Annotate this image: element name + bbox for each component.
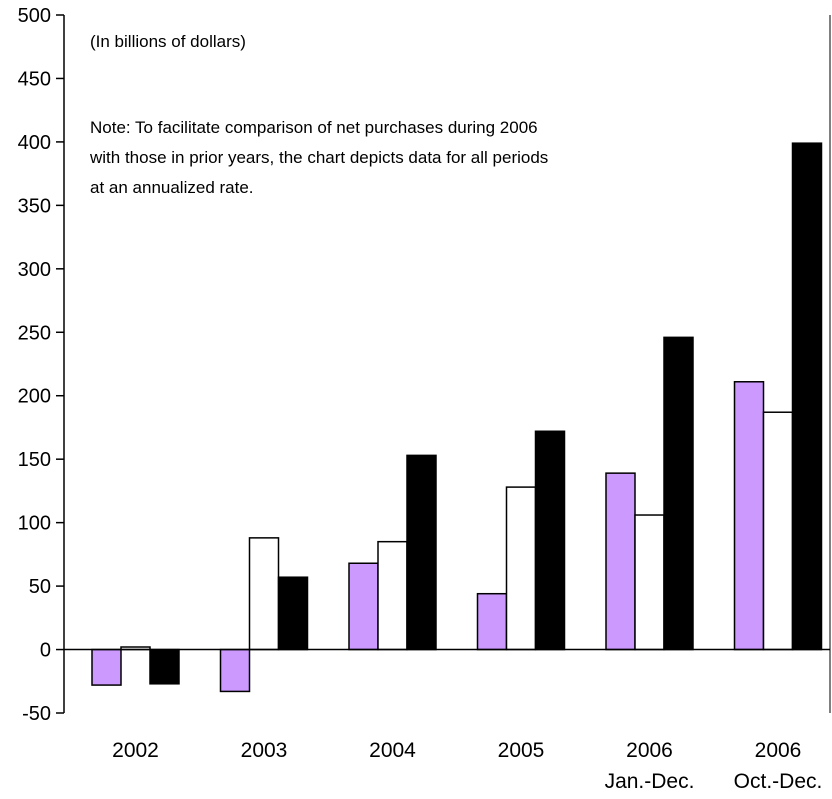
bar — [248, 537, 280, 651]
y-tick-label: 150 — [18, 449, 51, 471]
x-category-label: Oct.-Dec. — [734, 770, 823, 793]
bar — [348, 562, 379, 651]
bar — [634, 514, 665, 651]
x-category-label: Jan.-Dec. — [605, 770, 695, 793]
y-tick-label: 250 — [18, 322, 51, 344]
y-tick-label: 450 — [18, 68, 51, 90]
bar — [534, 430, 566, 651]
bar — [663, 336, 694, 651]
x-category-label: 2006 — [626, 739, 673, 762]
y-tick-label: 400 — [18, 132, 51, 154]
bars-group — [91, 142, 823, 693]
y-tick-label: 0 — [40, 640, 51, 662]
x-labels-group: 2002 2003 2004 2005 2006 Jan.-Dec. 2006 Oct.-De… — [112, 739, 822, 793]
y-tick-label: 300 — [18, 259, 51, 281]
y-tick-label: -50 — [22, 703, 51, 725]
bar — [406, 454, 437, 651]
chart-subtitle: (In billions of dollars) — [90, 32, 246, 51]
bar — [149, 648, 180, 685]
bar — [277, 576, 309, 651]
bar — [762, 411, 794, 651]
y-tick-label: 200 — [18, 386, 51, 408]
x-category-label: 2004 — [369, 739, 416, 762]
x-category-label: 2003 — [241, 739, 288, 762]
chart-note-line-2: with those in prior years, the chart dep… — [89, 148, 548, 167]
bar — [791, 142, 823, 651]
bar — [476, 592, 508, 651]
bar — [733, 381, 765, 651]
y-tick-label: 50 — [29, 576, 51, 598]
y-tick-label: 350 — [18, 195, 51, 217]
chart-note-line-1: Note: To facilitate comparison of net pu… — [90, 118, 538, 137]
chart-note-line-3: at an annualized rate. — [90, 178, 254, 197]
x-category-label: 2002 — [112, 739, 159, 762]
x-category-label: 2006 — [755, 739, 802, 762]
y-tick-label: 500 — [18, 5, 51, 27]
bar — [91, 648, 122, 686]
x-category-label: 2005 — [498, 739, 545, 762]
bar — [505, 486, 537, 651]
axes-group — [63, 15, 831, 713]
bar — [377, 540, 408, 651]
bar — [219, 648, 251, 693]
y-tick-label: 100 — [18, 513, 51, 535]
bar — [605, 472, 636, 651]
y-ticks-group: -50 0 50 100 150 200 250 300 350 400 450 500 — [18, 5, 64, 725]
